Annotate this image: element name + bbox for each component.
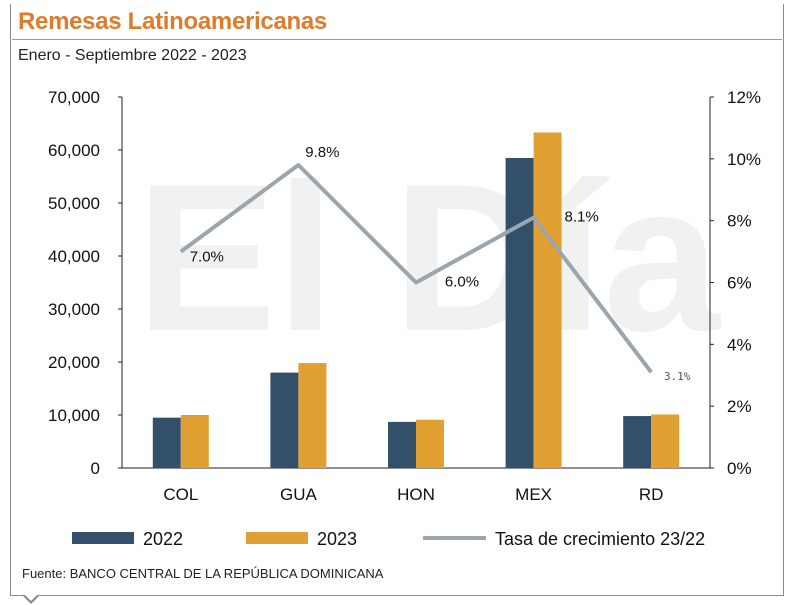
growth-rate-line <box>179 163 653 374</box>
bar-2023-col <box>180 415 209 468</box>
x-tick-label: RD <box>639 485 664 504</box>
growth-rate-label: 9.8% <box>305 144 339 161</box>
bar-2022-mex <box>505 157 534 468</box>
chart-subtitle: Enero - Septiembre 2022 - 2023 <box>18 47 247 64</box>
x-tick-label: GUA <box>280 485 318 504</box>
bar-2023-mex <box>533 132 562 468</box>
growth-rate-label: 8.1% <box>564 209 598 226</box>
y-left-tick-label: 0 <box>91 459 100 478</box>
bar-2023-gua <box>298 363 327 468</box>
chart-frame <box>10 4 784 596</box>
legend-label-2023: 2023 <box>317 529 357 549</box>
x-tick-label: MEX <box>515 485 552 504</box>
y-right-tick-label: 8% <box>727 212 752 231</box>
legend-label-rate: Tasa de crecimiento 23/22 <box>495 529 705 549</box>
y-right-tick-label: 6% <box>727 274 752 293</box>
bar-2022-col <box>152 417 181 468</box>
y-left-tick-label: 60,000 <box>48 141 100 160</box>
legend-swatch-2022 <box>72 532 134 544</box>
chart-title: Remesas Latinoamericanas <box>18 8 327 35</box>
footer-notch-inner <box>24 594 38 601</box>
y-right-tick-label: 4% <box>727 335 752 354</box>
growth-rate-label: 7.0% <box>190 249 224 266</box>
y-right-tick-label: 0% <box>727 459 752 478</box>
bar-2022-gua <box>270 372 299 468</box>
legend-label-2022: 2022 <box>143 529 183 549</box>
bar-2023-hon <box>416 419 444 468</box>
y-right-tick-label: 10% <box>727 150 761 169</box>
source-note: Fuente: BANCO CENTRAL DE LA REPÚBLICA DO… <box>22 566 384 581</box>
bar-2023-rd <box>651 414 680 468</box>
growth-rate-label: 6.0% <box>445 274 479 291</box>
y-right-tick-label: 12% <box>727 88 761 107</box>
y-left-tick-label: 20,000 <box>48 353 100 372</box>
watermark: El Día <box>136 140 722 375</box>
y-left-tick-label: 50,000 <box>48 194 100 213</box>
growth-rate-label: 3.1% <box>664 370 691 383</box>
x-tick-label: HON <box>397 485 435 504</box>
legend-swatch-2023 <box>246 532 308 544</box>
y-left-tick-label: 30,000 <box>48 300 100 319</box>
y-left-tick-label: 10,000 <box>48 406 100 425</box>
x-tick-label: COL <box>163 485 198 504</box>
bar-2022-hon <box>388 421 416 468</box>
y-left-tick-label: 70,000 <box>48 88 100 107</box>
bar-2022-rd <box>623 416 652 468</box>
y-left-tick-label: 40,000 <box>48 247 100 266</box>
y-right-tick-label: 2% <box>727 397 752 416</box>
title-divider <box>12 39 782 40</box>
